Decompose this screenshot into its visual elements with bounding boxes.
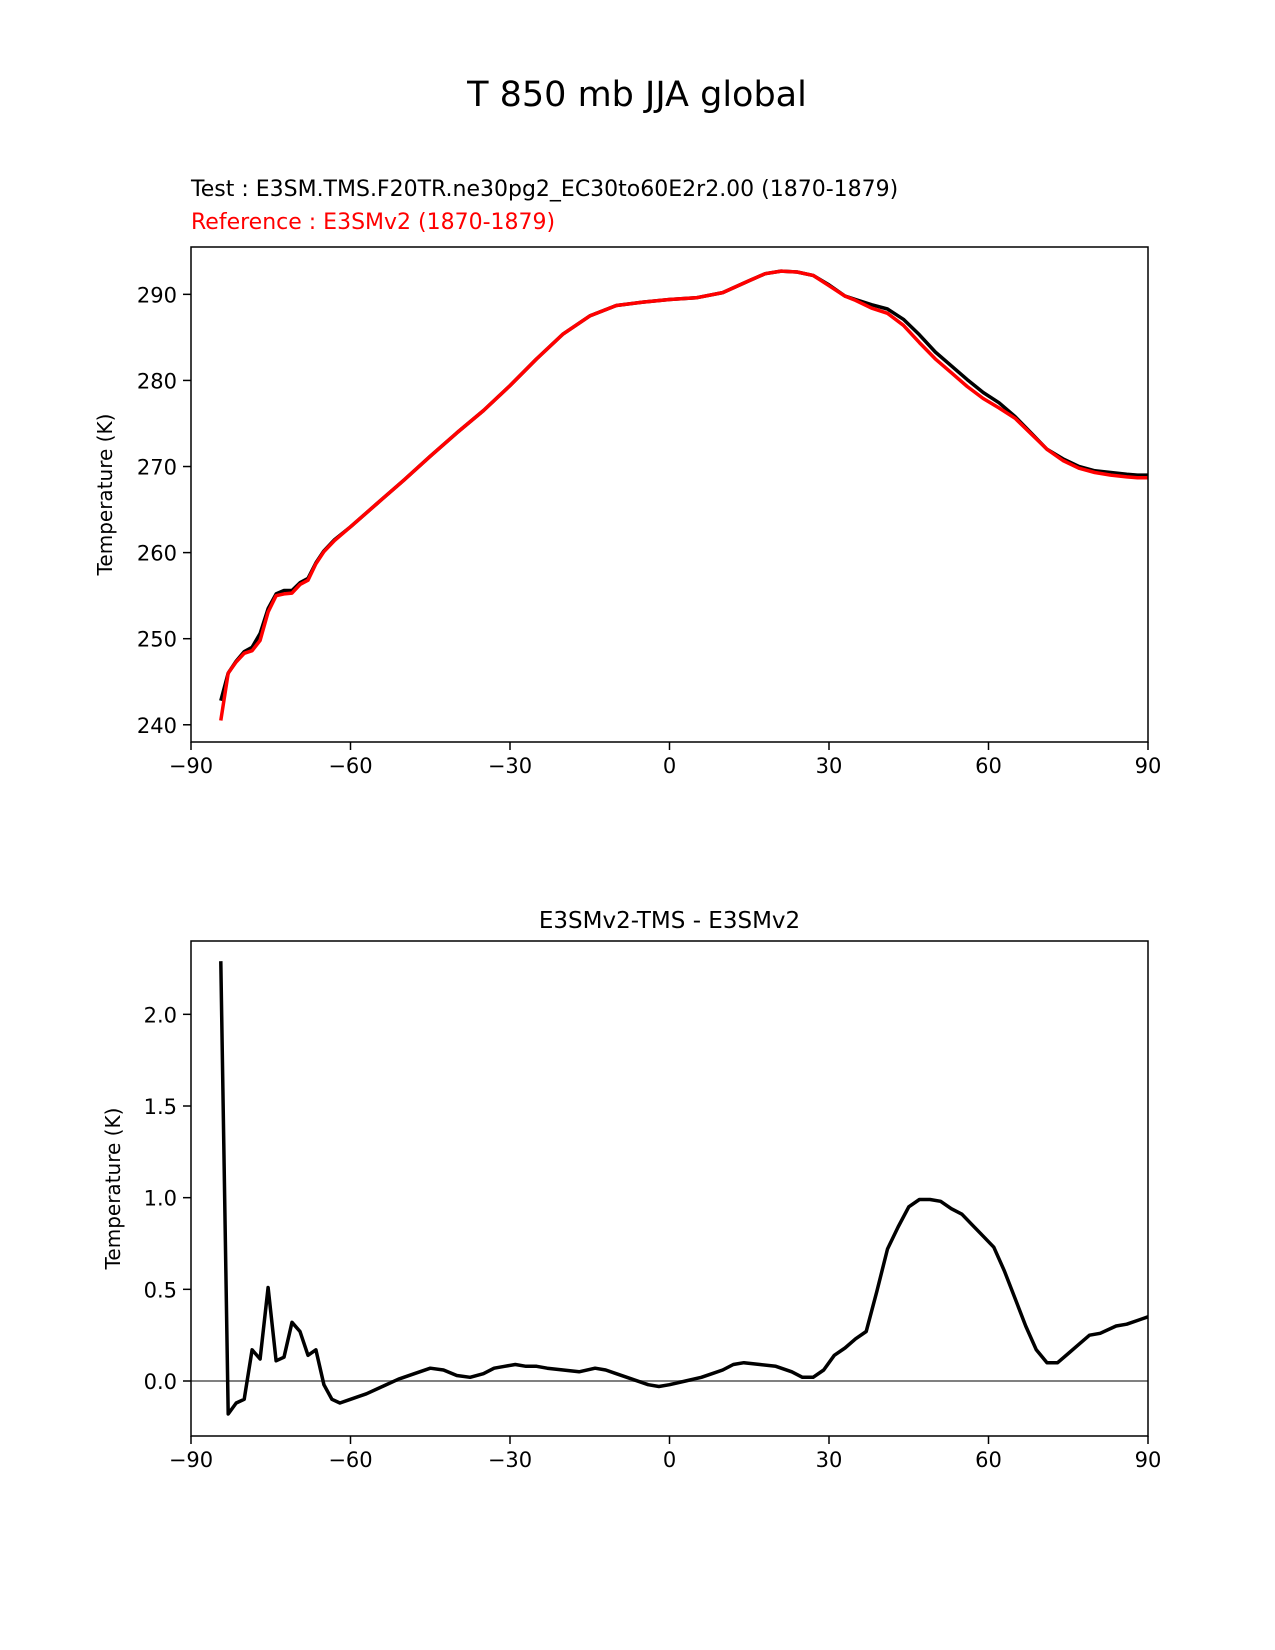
bottom-xtick-label: 0 [663,1448,676,1472]
bottom-panel: −90 −60 −30 0 30 60 90 0.0 0.5 1.0 1.5 2.0 Temperatu… [101,908,1161,1472]
top-xtick-label: −60 [328,754,372,778]
top-ytick-label: 260 [137,542,177,566]
bottom-series-test-line [219,961,1149,1416]
top-ytick-label: 270 [137,456,177,480]
bottom-xtick-label: 60 [975,1448,1002,1472]
top-ytick-label: 240 [137,714,177,738]
top-series-test-line [219,269,1148,702]
top-axes-frame [190,246,1149,743]
bottom-ytick-label: 0.5 [144,1278,177,1302]
top-xtick-label: 30 [816,754,843,778]
test-label: Test : E3SM.TMS.F20TR.ne30pg2_EC30to60E2… [190,177,898,202]
top-xtick-label: 60 [975,754,1002,778]
reference-label: Reference : E3SMv2 (1870-1879) [191,210,555,235]
bottom-ylabel: Temperature (K) [101,1108,125,1271]
bottom-xtick-label: −60 [328,1448,372,1472]
bottom-ytick-label: 1.0 [144,1187,177,1211]
top-series-reference-line [219,269,1148,721]
bottom-ytick-label: 1.5 [144,1095,177,1119]
bottom-xtick-label: −90 [169,1448,213,1472]
bottom-xtick-label: −30 [488,1448,532,1472]
top-ylabel: Temperature (K) [93,414,117,577]
top-ytick-label: 250 [137,628,177,652]
top-xtick-label: 0 [663,754,676,778]
top-ytick-label: 280 [137,369,177,393]
top-xtick-label: 90 [1135,754,1162,778]
bottom-ytick-label: 0.0 [144,1370,177,1394]
top-ytick-label: 290 [137,283,177,307]
top-xtick-label: −30 [488,754,532,778]
figure-suptitle: T 850 mb JJA global [466,75,807,115]
bottom-xtick-label: 30 [816,1448,843,1472]
top-panel: −90 −60 −30 0 30 60 90 240 250 260 270 280 290 Temper… [93,246,1162,778]
bottom-panel-title: E3SMv2-TMS - E3SMv2 [539,908,800,934]
bottom-axes-frame [190,940,1149,1437]
bottom-ytick-label: 2.0 [144,1003,177,1027]
top-xtick-label: −90 [169,754,213,778]
bottom-xtick-label: 90 [1135,1448,1162,1472]
